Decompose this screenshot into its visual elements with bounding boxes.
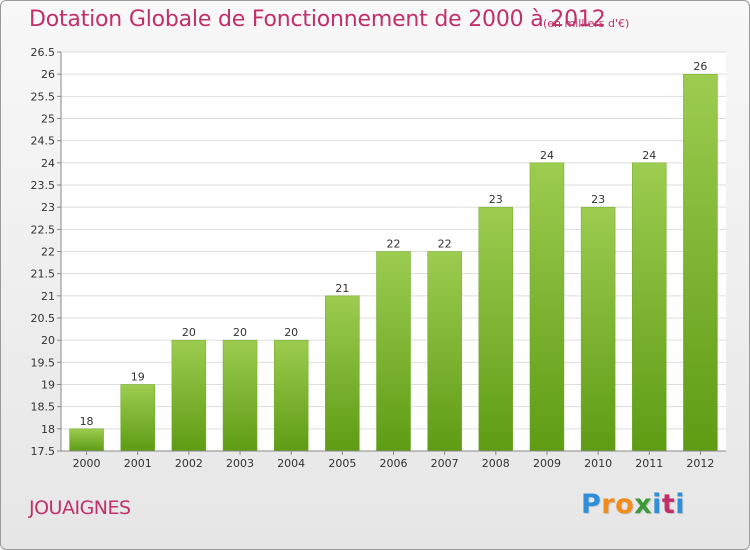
y-tick-label: 19.5 <box>31 356 56 369</box>
bar-2002 <box>171 339 207 452</box>
bar-value-label: 20 <box>182 326 196 339</box>
y-tick-label: 20.5 <box>31 312 56 325</box>
chart-subtitle: (en milliers d'€) <box>543 17 630 30</box>
bar-2001 <box>120 384 155 452</box>
bar-2004 <box>273 339 309 452</box>
bar-value-label: 22 <box>387 238 401 251</box>
logo-letter: i <box>675 489 686 520</box>
x-tick-label: 2000 <box>73 457 101 470</box>
x-tick-label: 2005 <box>328 457 356 470</box>
proxiti-logo: Proxiti <box>581 489 685 520</box>
y-tick-label: 20 <box>41 334 55 347</box>
bar-value-label: 26 <box>693 60 707 73</box>
y-tick-label: 26 <box>41 68 55 81</box>
bar-value-label: 22 <box>438 238 452 251</box>
bar-2010 <box>580 206 616 452</box>
x-tick-label: 2003 <box>226 457 254 470</box>
bar-value-label: 21 <box>335 282 349 295</box>
x-tick-label: 2012 <box>686 457 714 470</box>
bar-value-label: 23 <box>489 193 503 206</box>
y-tick-label: 22 <box>41 246 55 259</box>
chart-title: Dotation Globale de Fonctionnement de 20… <box>29 7 606 32</box>
logo-letter: i <box>652 489 662 520</box>
bars: 18 19 20 20 20 21 22 22 23 24 23 24 26 <box>69 60 718 452</box>
logo-letter: x <box>634 489 653 520</box>
y-tick-label: 23.5 <box>31 179 56 192</box>
bar-2003 <box>222 339 258 452</box>
y-tick-label: 22.5 <box>31 223 56 236</box>
logo-letter: o <box>615 489 635 520</box>
y-axis-ticks: 17.5 18 18.5 19 19.5 20 20.5 21 21.5 22 22.5 23 23.5… <box>31 46 61 458</box>
x-tick-label: 2007 <box>431 457 459 470</box>
bar-2005 <box>325 295 360 452</box>
y-tick-label: 24 <box>41 157 55 170</box>
bar-2008 <box>478 206 514 452</box>
x-tick-label: 2006 <box>380 457 408 470</box>
x-tick-label: 2004 <box>277 457 305 470</box>
y-tick-label: 21 <box>41 290 55 303</box>
y-tick-label: 21.5 <box>31 268 56 281</box>
bar-value-label: 23 <box>591 193 605 206</box>
y-tick-label: 19 <box>41 379 55 392</box>
y-tick-label: 24.5 <box>31 135 56 148</box>
logo-letter: r <box>601 489 616 520</box>
bar-value-label: 18 <box>80 415 94 428</box>
y-tick-label: 18.5 <box>31 401 56 414</box>
x-tick-label: 2010 <box>584 457 612 470</box>
x-tick-label: 2011 <box>635 457 663 470</box>
x-axis-ticks: 2000 2001 2002 2003 2004 2005 2006 2007 2008 2009… <box>73 451 714 470</box>
bar-value-label: 20 <box>284 326 298 339</box>
bar-value-label: 19 <box>131 371 145 384</box>
x-tick-label: 2001 <box>124 457 152 470</box>
y-tick-label: 26.5 <box>31 46 56 59</box>
bar-2000 <box>69 428 104 452</box>
y-tick-label: 23 <box>41 201 55 214</box>
bar-2006 <box>376 251 411 452</box>
y-tick-label: 18 <box>41 423 55 436</box>
y-tick-label: 25.5 <box>31 90 56 103</box>
logo-letter: t <box>661 489 676 520</box>
bar-value-label: 24 <box>540 149 554 162</box>
bar-2007 <box>427 251 462 452</box>
commune-name: JOUAIGNES <box>29 497 131 519</box>
y-tick-label: 17.5 <box>31 445 56 458</box>
y-tick-label: 25 <box>41 113 55 126</box>
x-tick-label: 2002 <box>175 457 203 470</box>
x-tick-label: 2008 <box>482 457 510 470</box>
logo-letter: P <box>581 489 602 520</box>
bar-2012 <box>683 73 718 452</box>
bar-value-label: 24 <box>642 149 656 162</box>
bar-2009 <box>529 162 565 452</box>
bar-2011 <box>632 162 667 452</box>
x-tick-label: 2009 <box>533 457 561 470</box>
bar-value-label: 20 <box>233 326 247 339</box>
